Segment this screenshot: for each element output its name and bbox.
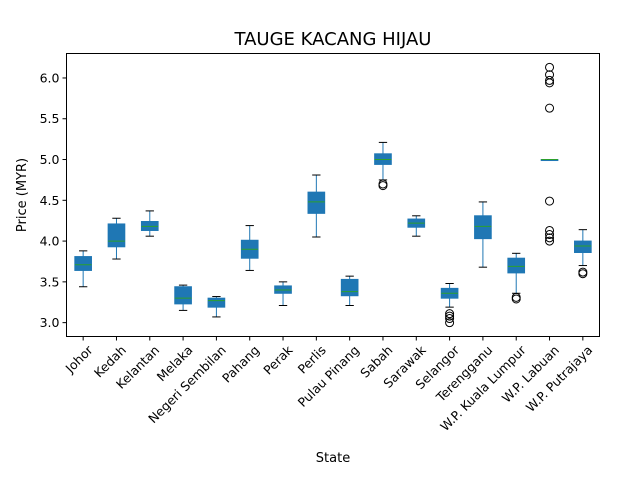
outlier-point [545, 233, 555, 243]
outlier-point [545, 236, 555, 246]
box-group [440, 282, 459, 328]
outlier-point [545, 78, 555, 88]
box-group [474, 201, 492, 268]
x-axis-label: State [316, 451, 350, 466]
y-tick-label: 5.0 [40, 152, 60, 167]
outlier-point [545, 62, 555, 72]
box-group [240, 225, 259, 271]
y-tick-label: 3.5 [40, 274, 60, 289]
box [74, 256, 92, 271]
box-group [74, 250, 92, 288]
y-tick-label: 5.5 [40, 111, 60, 126]
outlier-point [445, 318, 455, 328]
outlier-point [545, 75, 555, 85]
box-group [274, 281, 292, 307]
box-group [540, 62, 559, 246]
boxes-layer [74, 62, 592, 328]
y-tick-label: 3.0 [40, 315, 60, 330]
box [207, 297, 226, 308]
plot-frame [66, 53, 600, 337]
outlier-point [545, 196, 555, 206]
box-group [140, 210, 159, 237]
box [174, 286, 192, 305]
box [340, 278, 359, 297]
y-tick-label: 4.5 [40, 193, 60, 208]
box [507, 257, 526, 274]
outlier-point [578, 269, 588, 279]
outlier-point [545, 230, 555, 240]
box-group [340, 275, 359, 307]
box [107, 223, 126, 248]
y-axis-label: Price (MYR) [15, 158, 30, 232]
box-group [507, 252, 526, 304]
x-tick-label: Pahang [219, 342, 262, 385]
y-tick-label: 6.0 [40, 70, 60, 85]
outlier-point [545, 103, 555, 113]
box [307, 191, 326, 214]
y-axis: 3.0 3.5 4.0 4.5 5.0 5.5 6.0 [40, 70, 67, 330]
box-group [174, 284, 192, 311]
chart-title: TAUGE KACANG HIJAU [234, 29, 432, 50]
box-group [207, 296, 226, 318]
box-group [407, 215, 426, 237]
box [574, 240, 592, 253]
x-tick-label: Perak [260, 342, 296, 378]
box-group [107, 217, 126, 260]
y-tick-label: 4.0 [40, 234, 60, 249]
box [474, 215, 492, 240]
outlier-point [445, 309, 455, 319]
outlier-point [445, 314, 455, 324]
outlier-point [511, 294, 521, 304]
box-group [574, 229, 592, 279]
outlier-point [445, 311, 455, 321]
box-group [307, 174, 326, 238]
outlier-point [378, 181, 388, 191]
box-group [374, 141, 392, 191]
outlier-point [545, 225, 555, 235]
